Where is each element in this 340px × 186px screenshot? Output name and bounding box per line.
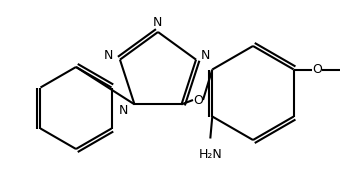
Text: N: N xyxy=(119,104,128,117)
Text: N: N xyxy=(103,49,113,62)
Text: O: O xyxy=(312,63,322,76)
Text: O: O xyxy=(193,94,203,107)
Text: N: N xyxy=(200,49,210,62)
Text: H₂N: H₂N xyxy=(199,148,222,161)
Text: N: N xyxy=(152,17,162,30)
